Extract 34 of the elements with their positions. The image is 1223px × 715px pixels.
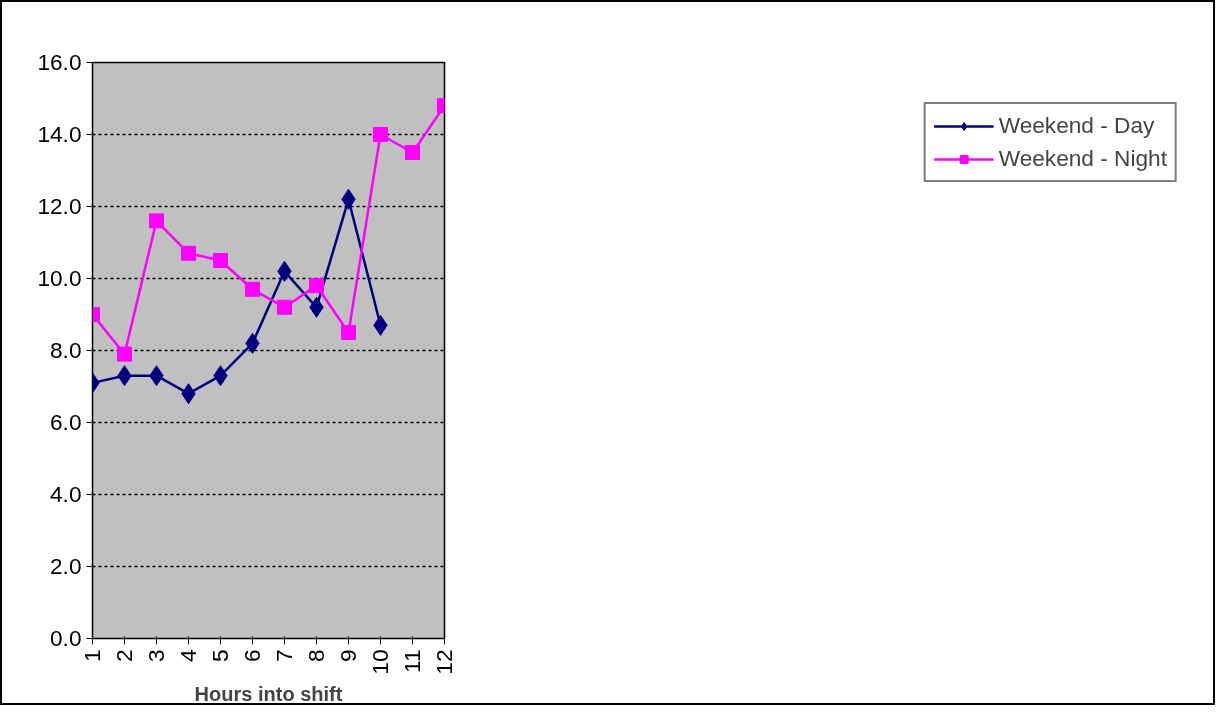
x-tick-label: 11 xyxy=(399,649,425,674)
legend-label: Weekend - Night xyxy=(998,145,1167,172)
point xyxy=(373,127,388,142)
x-axis-title: Hours into shift xyxy=(194,682,343,705)
y-tick-label: 14.0 xyxy=(37,121,82,147)
point xyxy=(277,299,292,315)
point xyxy=(149,213,164,229)
x-tick-label: 7 xyxy=(271,649,297,663)
x-tick-label: 9 xyxy=(335,649,361,663)
y-tick-label: 6.0 xyxy=(50,409,82,435)
y-tick-label: 4.0 xyxy=(50,481,82,507)
point xyxy=(405,145,420,160)
point xyxy=(245,281,260,297)
x-tick-label: 3 xyxy=(143,649,169,663)
y-tick-label: 10.0 xyxy=(37,265,82,291)
x-tick-label: 10 xyxy=(367,649,393,675)
point xyxy=(181,245,196,261)
x-tick-label: 4 xyxy=(175,649,201,663)
point xyxy=(309,278,324,294)
x-tick-label: 5 xyxy=(207,649,233,663)
x-tick-label: 2 xyxy=(111,649,137,663)
y-tick-label: 2.0 xyxy=(50,553,82,579)
y-tick-label: 8.0 xyxy=(50,337,82,363)
y-tick-label: 16.0 xyxy=(37,49,82,75)
y-tick-label: 12.0 xyxy=(37,193,82,219)
x-tick-label: 8 xyxy=(303,649,329,663)
point xyxy=(341,325,356,340)
x-tick-label: 1 xyxy=(79,649,105,663)
x-tick-label: 6 xyxy=(239,649,265,663)
y-tick-label: 0.0 xyxy=(50,625,82,651)
point xyxy=(213,253,228,268)
legend-label: Weekend - Day xyxy=(998,112,1155,139)
x-tick-label: 12 xyxy=(431,649,457,675)
point xyxy=(117,346,132,362)
